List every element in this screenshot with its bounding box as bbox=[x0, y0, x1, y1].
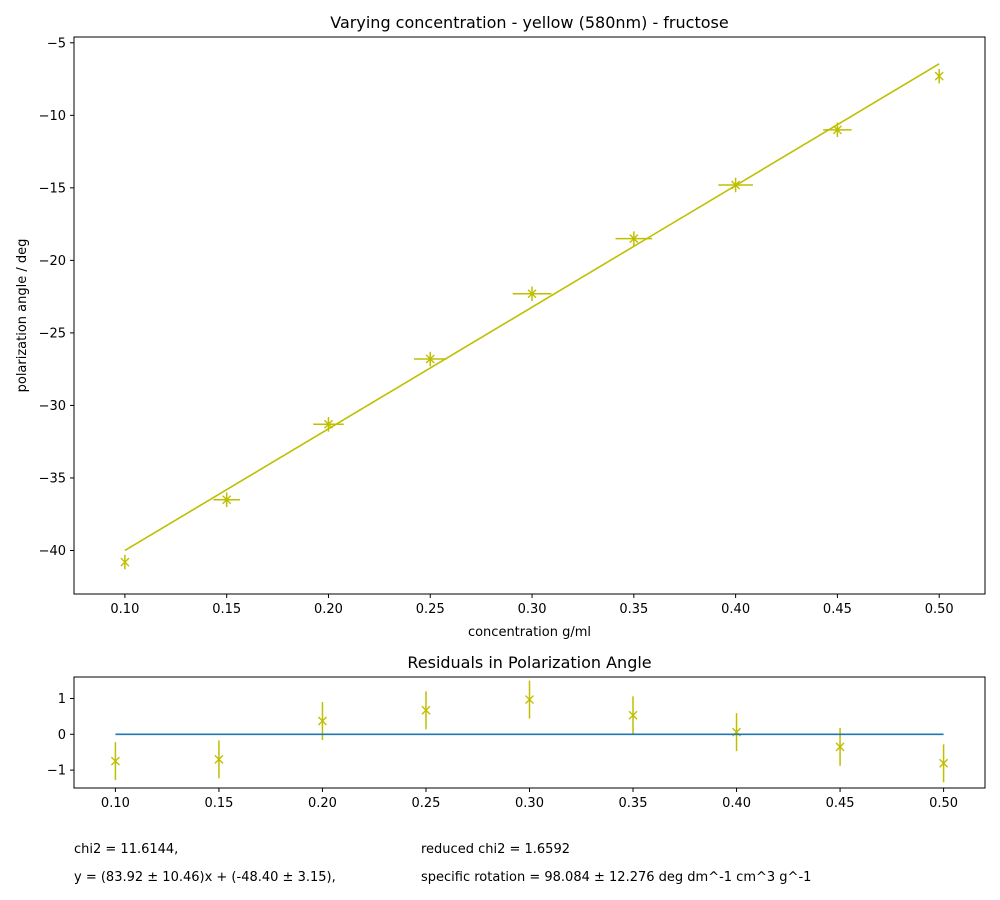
chart1-data-point bbox=[934, 71, 944, 81]
chart2-x-tick-label: 0.20 bbox=[308, 796, 337, 811]
chart2-x-tick-label: 0.15 bbox=[204, 796, 233, 811]
chart2-x-tick-label: 0.30 bbox=[515, 796, 544, 811]
chart1-x-tick-label: 0.35 bbox=[619, 602, 648, 617]
chart1-data-point bbox=[425, 354, 435, 364]
chart1-title: Varying concentration - yellow (580nm) -… bbox=[330, 13, 728, 32]
chart1-y-axis-label: polarization angle / deg bbox=[15, 239, 30, 393]
chart1-y-tick-label: −15 bbox=[39, 181, 66, 196]
chart1-marker-stroke bbox=[323, 419, 333, 429]
chart1-axes-frame bbox=[73, 36, 986, 595]
chart1-data-point bbox=[527, 289, 537, 299]
chart2-data-point bbox=[835, 742, 845, 752]
chart2-marker-stroke bbox=[939, 758, 949, 768]
chart1-marker-stroke bbox=[120, 557, 130, 567]
chart2-data-point bbox=[628, 710, 638, 720]
chart2-data-point bbox=[525, 695, 534, 705]
chart1-y-tick-label: −40 bbox=[39, 544, 66, 559]
chart2-data-point bbox=[421, 705, 431, 715]
chart2-x-tick-label: 0.50 bbox=[929, 796, 958, 811]
chart2-x-tick-label: 0.25 bbox=[412, 796, 441, 811]
chart1-y-tick-label: −20 bbox=[39, 254, 66, 269]
chart1-marker-stroke bbox=[629, 234, 639, 244]
chart2-y-tick-label: 1 bbox=[58, 692, 66, 707]
specific-rotation-text: specific rotation = 98.084 ± 12.276 deg … bbox=[421, 870, 812, 885]
chart2-x-tick-label: 0.35 bbox=[619, 796, 648, 811]
chart1-data-point bbox=[222, 495, 232, 505]
chart1-x-axis-label: concentration g/ml bbox=[468, 625, 591, 640]
chart1-data-point bbox=[120, 557, 130, 567]
chart2-marker-stroke bbox=[317, 716, 327, 726]
chart1-x-tick-label: 0.25 bbox=[416, 602, 445, 617]
chart2-data-point bbox=[317, 716, 327, 726]
chart1-y-tick-label: −30 bbox=[39, 399, 66, 414]
chart1-x-tick-label: 0.30 bbox=[518, 602, 547, 617]
fit-equation-text: y = (83.92 ± 10.46)x + (-48.40 ± 3.15), bbox=[74, 870, 336, 885]
chart2-x-tick-label: 0.10 bbox=[101, 796, 130, 811]
chart1-x-tick-label: 0.45 bbox=[823, 602, 852, 617]
chart1-x-tick-label: 0.15 bbox=[212, 602, 241, 617]
chart1-marker-stroke bbox=[222, 495, 232, 505]
chart1-y-tick-label: −5 bbox=[47, 36, 66, 51]
chart1-fit-line bbox=[124, 63, 940, 552]
chi2-text: chi2 = 11.6144, bbox=[74, 842, 179, 857]
chart1-data-point bbox=[629, 234, 639, 244]
chart2-axes-frame bbox=[73, 676, 986, 789]
chart1-marker-stroke bbox=[527, 289, 537, 299]
chart1-y-tick-label: −25 bbox=[39, 326, 66, 341]
chart2-title: Residuals in Polarization Angle bbox=[407, 653, 651, 672]
chart1-x-tick-label: 0.40 bbox=[721, 602, 750, 617]
chart2-data-point bbox=[214, 754, 224, 764]
chart1-x-tick-label: 0.50 bbox=[925, 602, 954, 617]
chart1-x-tick-label: 0.10 bbox=[110, 602, 139, 617]
chart1-y-tick-label: −35 bbox=[39, 471, 66, 486]
chart2-marker-stroke bbox=[628, 710, 638, 720]
reduced-chi2-text: reduced chi2 = 1.6592 bbox=[421, 842, 570, 857]
chart2-marker-stroke bbox=[421, 705, 431, 715]
chart1-marker-stroke bbox=[425, 354, 435, 364]
chart2-data-point bbox=[939, 758, 949, 768]
chart2-data-point bbox=[110, 756, 120, 766]
chart1-x-tick-label: 0.20 bbox=[314, 602, 343, 617]
chart2-x-tick-label: 0.45 bbox=[826, 796, 855, 811]
chart2-y-tick-label: 0 bbox=[58, 728, 66, 743]
chart2-marker-stroke bbox=[214, 754, 224, 764]
chart1-marker-stroke bbox=[832, 125, 842, 135]
chart1-marker-stroke bbox=[934, 71, 944, 81]
chart2-marker-stroke bbox=[525, 695, 534, 705]
chart2-y-tick-label: −1 bbox=[47, 764, 66, 779]
chart2-marker-stroke bbox=[110, 756, 120, 766]
chart2-marker-stroke bbox=[835, 742, 845, 752]
chart1-y-tick-label: −10 bbox=[39, 109, 66, 124]
chart2-x-tick-label: 0.40 bbox=[722, 796, 751, 811]
